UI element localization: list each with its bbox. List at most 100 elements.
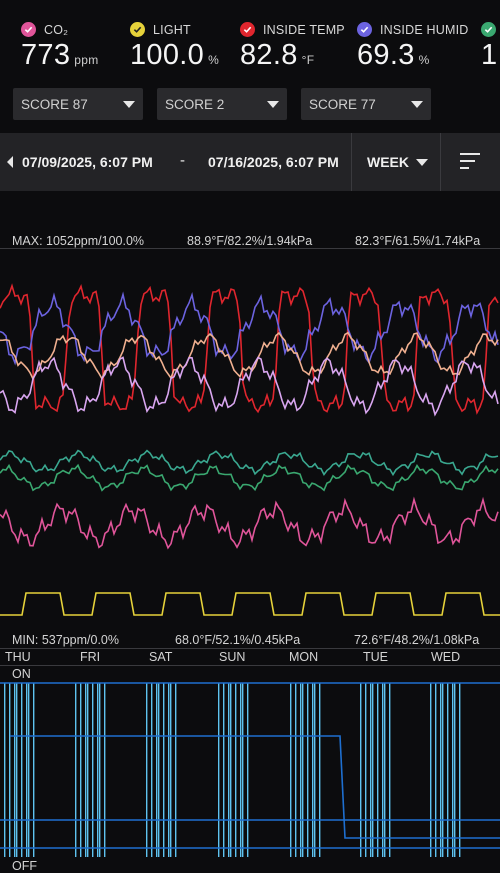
equipment-on-bar — [158, 683, 160, 857]
check-icon — [21, 22, 36, 37]
max-label-inside: 88.9°F/82.2%/1.94kPa — [187, 234, 313, 248]
equipment-on-bar — [447, 683, 449, 857]
equipment-on-bar — [33, 683, 35, 857]
score-dropdown-3[interactable]: SCORE 77 — [301, 88, 431, 120]
equipment-on-bar — [175, 683, 177, 857]
equipment-on-bar — [99, 683, 101, 857]
equipment-on-bar — [442, 683, 444, 857]
range-dash: - — [180, 152, 185, 169]
equipment-on-bar — [312, 683, 314, 857]
equipment-on-bar — [223, 683, 225, 857]
equipment-on-bar — [377, 683, 379, 857]
check-icon — [240, 22, 255, 37]
equipment-on-bar — [372, 683, 374, 857]
equipment-on-bar — [435, 683, 437, 857]
equipment-on-bar — [430, 683, 432, 857]
max-label-outside: 82.3°F/61.5%/1.74kPa — [355, 234, 481, 248]
min-label-inside: 68.0°F/52.1%/0.45kPa — [175, 633, 301, 647]
equipment-on-bar — [384, 683, 386, 857]
outside-temp-line — [0, 331, 499, 381]
equipment-on-bar — [295, 683, 297, 857]
outside-humid-line — [0, 356, 499, 417]
metric-value: 82.8 — [240, 39, 298, 71]
filter-icon[interactable] — [460, 153, 482, 171]
vpd-line-1 — [0, 449, 499, 477]
equipment-on-bar — [4, 683, 6, 857]
start-date[interactable]: 07/09/2025, 6:07 PM — [22, 154, 153, 170]
equipment-on-bar — [230, 683, 232, 857]
end-date[interactable]: 07/16/2025, 6:07 PM — [208, 154, 339, 170]
metric-inside-temp[interactable]: INSIDE TEMP 82.8 °F — [240, 22, 345, 72]
metric-unit: % — [418, 53, 430, 67]
equipment-on-bar — [92, 683, 94, 857]
caret-down-icon — [267, 100, 279, 108]
period-dropdown[interactable]: WEEK — [367, 154, 428, 170]
day-axis-rule — [0, 665, 500, 666]
metric-inside-humid[interactable]: INSIDE HUMID 69.3% — [357, 22, 469, 72]
day-label: SUN — [219, 650, 246, 664]
equipment-on-bar — [85, 683, 87, 857]
vpd-line-2 — [0, 463, 499, 492]
equipment-on-bar — [97, 683, 99, 857]
score-dropdown-1[interactable]: SCORE 87 — [13, 88, 143, 120]
equipment-on-bar — [151, 683, 153, 857]
metric-label: LIGHT — [153, 22, 191, 37]
min-label-outside: 72.6°F/48.2%/1.08kPa — [354, 633, 480, 647]
metric-value: 100.0 — [130, 39, 205, 71]
chart-top-rule — [0, 248, 500, 249]
on-label: ON — [12, 667, 31, 681]
equipment-on-bar — [302, 683, 304, 857]
equipment-on-bar — [170, 683, 172, 857]
equipment-on-bar — [247, 683, 249, 857]
score-dropdown-label: SCORE 2 — [165, 96, 225, 112]
equipment-on-bar — [168, 683, 170, 857]
equipment-on-bar — [365, 683, 367, 857]
equipment-on-bar — [163, 683, 165, 857]
equipment-on-bar — [75, 683, 77, 857]
previous-range-icon[interactable] — [7, 156, 13, 168]
equipment-on-bar — [314, 683, 316, 857]
equipment-on-bar — [307, 683, 309, 857]
equipment-on-bar — [21, 683, 23, 857]
period-label: WEEK — [367, 154, 409, 170]
equipment-on-bar — [228, 683, 230, 857]
day-label: WED — [431, 650, 461, 664]
equipment-on-bar — [370, 683, 372, 857]
day-label: FRI — [80, 650, 101, 664]
metric-unit: °F — [301, 53, 315, 67]
equipment-on-bar — [440, 683, 442, 857]
metric-co2[interactable]: CO₂ 773 ppm — [21, 22, 99, 72]
check-icon — [357, 22, 372, 37]
equipment-on-bar — [360, 683, 362, 857]
equipment-on-bar — [104, 683, 106, 857]
inside-humid-line — [0, 291, 499, 366]
metric-label: INSIDE TEMP — [263, 22, 345, 37]
caret-down-icon — [123, 100, 135, 108]
equipment-on-bar — [28, 683, 30, 857]
check-icon — [130, 22, 145, 37]
date-range-bar: 07/09/2025, 6:07 PM - 07/16/2025, 6:07 P… — [0, 133, 500, 191]
divider — [351, 133, 352, 191]
equipment-on-bar — [459, 683, 461, 857]
equipment-on-bar — [235, 683, 237, 857]
metric-light[interactable]: LIGHT 100.0% — [130, 22, 219, 72]
score-dropdown-2[interactable]: SCORE 2 — [157, 88, 287, 120]
equipment-on-bar — [290, 683, 292, 857]
equipment-on-bar — [26, 683, 28, 857]
min-label-co2-light: MIN: 537ppm/0.0% — [12, 633, 119, 647]
metrics-row: CO₂ 773 ppm LIGHT 100.0% INSIDE TEMP 82.8… — [0, 0, 500, 82]
co2-line — [0, 496, 499, 550]
equipment-on-bar — [454, 683, 456, 857]
equipment-on-bar — [452, 683, 454, 857]
check-icon — [481, 22, 496, 37]
day-label: THU — [5, 650, 31, 664]
inside-temp-line — [0, 283, 499, 415]
metric-value: 1. — [481, 39, 500, 71]
equipment-on-bar — [156, 683, 158, 857]
metric-vpd[interactable]: 1. — [481, 22, 500, 72]
day-label: SAT — [149, 650, 173, 664]
light-line — [0, 592, 500, 616]
equipment-on-bar — [242, 683, 244, 857]
equipment-on-bar — [382, 683, 384, 857]
